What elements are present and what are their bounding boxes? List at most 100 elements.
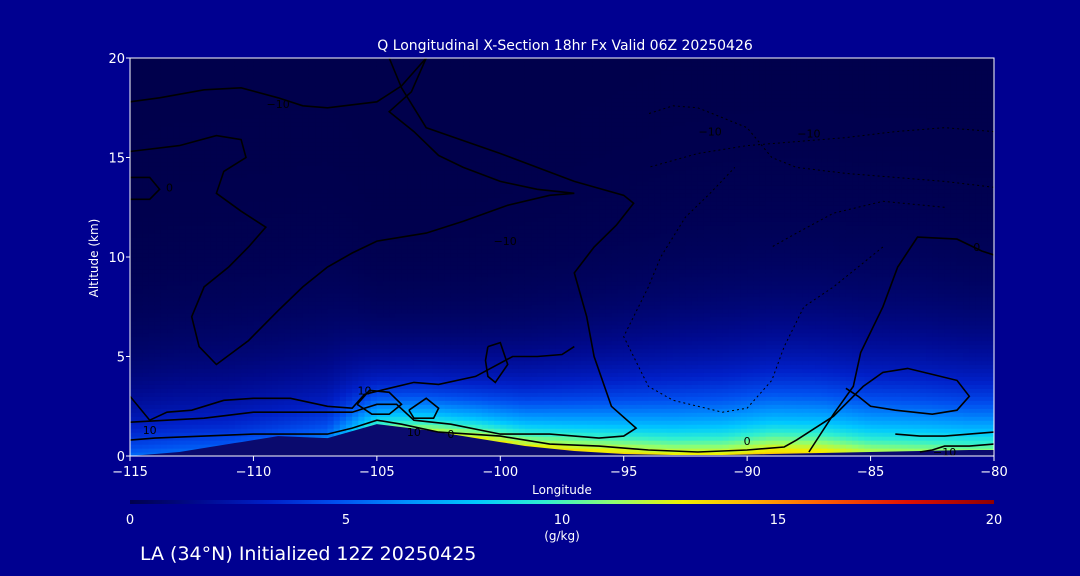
- heat-cell: [142, 181, 150, 186]
- heat-cell: [160, 149, 168, 155]
- heat-cell: [253, 93, 261, 99]
- heat-cell: [364, 73, 372, 79]
- heat-cell: [154, 117, 162, 123]
- heat-cell: [346, 416, 353, 421]
- heat-cell: [339, 396, 347, 401]
- heat-cell: [154, 348, 162, 354]
- heat-cell: [321, 161, 329, 167]
- heat-cell: [413, 213, 421, 218]
- heat-cell: [413, 105, 421, 111]
- heat-cell: [130, 61, 137, 67]
- heat-cell: [228, 344, 236, 350]
- heat-cell: [296, 396, 304, 401]
- heat-cell: [259, 169, 267, 175]
- heat-cell: [259, 292, 267, 298]
- heat-cell: [241, 133, 248, 139]
- heat-cell: [142, 356, 150, 362]
- heat-cell: [358, 292, 366, 298]
- heat-cell: [142, 404, 150, 409]
- heat-cell: [401, 260, 409, 266]
- heat-cell: [173, 161, 180, 167]
- heat-cell: [383, 320, 390, 326]
- heat-cell: [395, 376, 403, 381]
- heat-cell: [358, 280, 366, 286]
- heat-cell: [130, 58, 137, 63]
- heat-cell: [358, 241, 366, 246]
- heat-cell: [142, 452, 150, 456]
- heat-cell: [160, 324, 168, 330]
- heat-cell: [259, 416, 267, 421]
- heat-cell: [271, 400, 279, 405]
- heat-cell: [358, 201, 366, 206]
- heat-cell: [401, 145, 409, 151]
- heat-cell: [370, 85, 378, 91]
- heat-cell: [327, 173, 335, 178]
- heat-cell: [265, 141, 273, 147]
- heat-cell: [278, 69, 285, 75]
- heat-cell: [432, 253, 440, 258]
- heat-cell: [191, 217, 199, 222]
- heat-cell: [148, 97, 156, 103]
- heat-cell: [278, 268, 285, 274]
- heat-cell: [308, 69, 316, 75]
- heat-cell: [247, 400, 255, 405]
- heat-cell: [426, 324, 433, 330]
- heat-cell: [352, 392, 359, 397]
- heat-cell: [327, 169, 335, 175]
- heat-cell: [333, 165, 341, 171]
- heat-cell: [364, 97, 372, 103]
- heat-cell: [364, 253, 372, 258]
- heat-cell: [370, 181, 378, 186]
- heat-cell: [407, 169, 415, 175]
- heat-cell: [339, 225, 347, 230]
- heat-cell: [358, 288, 366, 294]
- heat-cell: [302, 376, 310, 381]
- heat-cell: [339, 241, 347, 246]
- heat-cell: [278, 424, 285, 429]
- heat-cell: [407, 376, 415, 381]
- heat-cell: [234, 149, 242, 155]
- heat-cell: [271, 408, 279, 413]
- heat-cell: [413, 197, 421, 202]
- heat-cell: [136, 181, 143, 186]
- heat-cell: [228, 340, 236, 346]
- heat-cell: [376, 352, 384, 358]
- heat-cell: [204, 436, 211, 441]
- heat-cell: [395, 272, 403, 278]
- heat-cell: [167, 145, 174, 151]
- heat-cell: [148, 292, 156, 298]
- heat-cell: [284, 77, 292, 83]
- heat-cell: [296, 272, 304, 278]
- heat-cell: [253, 340, 261, 346]
- heat-cell: [167, 348, 174, 354]
- heat-cell: [321, 101, 329, 107]
- heat-cell: [130, 89, 137, 95]
- heat-cell: [370, 308, 378, 314]
- heat-cell: [352, 241, 359, 246]
- heat-cell: [216, 157, 224, 163]
- heat-cell: [136, 81, 143, 87]
- heat-cell: [130, 253, 137, 258]
- heat-cell: [191, 376, 199, 381]
- heat-cell: [290, 340, 298, 346]
- heat-cell: [302, 392, 310, 397]
- heat-cell: [358, 121, 366, 127]
- heat-cell: [173, 85, 180, 91]
- heat-cell: [234, 125, 242, 131]
- heat-cell: [204, 420, 211, 425]
- heat-cell: [420, 364, 427, 370]
- heat-cell: [395, 113, 403, 119]
- heat-cell: [136, 380, 143, 385]
- heat-cell: [247, 121, 255, 127]
- heat-cell: [302, 260, 310, 266]
- heat-cell: [296, 348, 304, 354]
- heat-cell: [339, 296, 347, 302]
- heat-cell: [197, 201, 205, 206]
- heat-cell: [241, 380, 248, 385]
- heat-cell: [154, 264, 162, 270]
- heat-cell: [216, 201, 224, 206]
- heat-cell: [241, 225, 248, 230]
- heat-cell: [185, 193, 193, 198]
- heat-cell: [383, 392, 390, 397]
- heat-cell: [413, 280, 421, 286]
